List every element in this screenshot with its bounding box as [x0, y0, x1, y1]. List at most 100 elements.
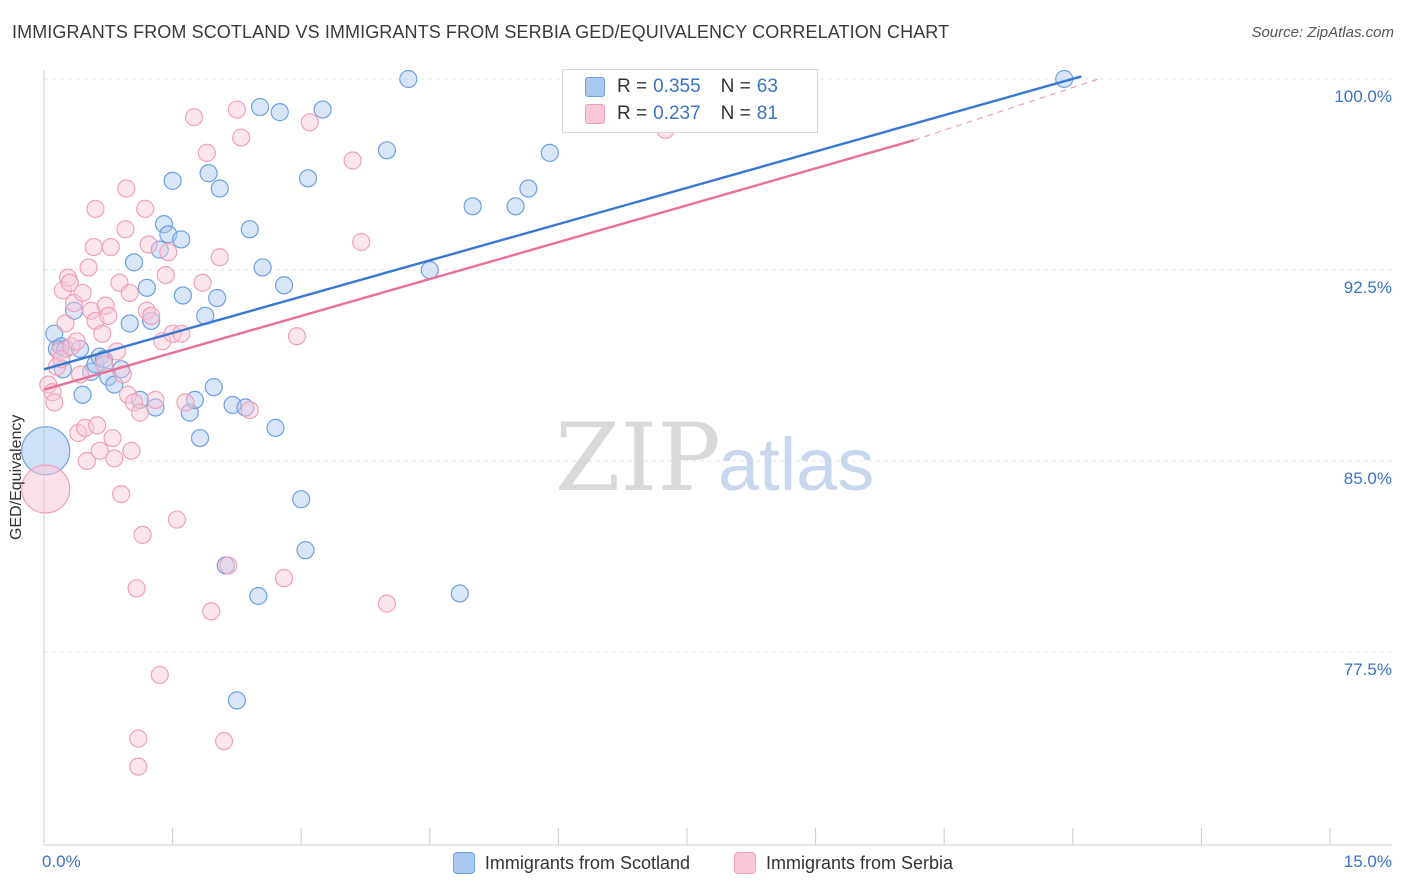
serbia-point — [90, 441, 109, 460]
serbia-point — [73, 283, 92, 303]
x-tick-label-max: 15.0% — [1343, 852, 1392, 871]
y-axis-label: GED/Equivalency — [8, 414, 25, 540]
scotland-point — [540, 143, 559, 162]
serbia-point — [122, 441, 141, 460]
serbia-point — [133, 525, 152, 544]
scotland-point — [292, 490, 311, 509]
serbia-point — [124, 393, 144, 412]
scotland-point — [227, 691, 246, 710]
serbia-point — [202, 602, 221, 621]
serbia-point — [150, 665, 169, 685]
scotland-point — [506, 197, 525, 216]
serbia-point — [79, 258, 98, 277]
y-tick-label-85: 85.0% — [1343, 469, 1392, 488]
scotland-point — [266, 418, 285, 437]
serbia-point — [56, 314, 75, 333]
serbia-point — [129, 757, 148, 776]
scotland-point — [163, 171, 182, 190]
source-credit: Source: ZipAtlas.com — [1251, 24, 1394, 41]
serbia-trend-extension — [914, 78, 1099, 141]
scotland-point — [199, 164, 218, 183]
serbia-point — [139, 235, 158, 254]
serbia-point — [352, 232, 371, 252]
legend-item-scotland[interactable]: Immigrants from Scotland — [452, 852, 690, 874]
serbia-point — [129, 729, 148, 748]
gridlines — [44, 78, 1392, 653]
r-value-scotland: 0.355 — [653, 76, 701, 97]
trend-lines — [43, 75, 1099, 391]
scotland-point — [313, 100, 332, 119]
scotland-point — [190, 428, 210, 448]
r-label: R = — [617, 103, 648, 124]
scotland-trend-line — [43, 75, 1082, 371]
scotland-point — [204, 378, 223, 397]
serbia-point — [88, 416, 107, 435]
serbia-point — [176, 393, 195, 412]
serbia-point — [300, 113, 319, 132]
serbia-point — [99, 306, 118, 325]
serbia-point — [343, 151, 362, 170]
r-value-serbia: 0.237 — [653, 103, 701, 124]
serbia-point — [101, 237, 120, 257]
y-tick-label-100: 100.0% — [1334, 87, 1392, 106]
serbia-point — [227, 100, 246, 119]
serbia-point — [210, 248, 229, 267]
serbia-point — [50, 342, 69, 361]
serbia-point — [67, 332, 86, 351]
serbia-point — [112, 485, 131, 504]
serbia-point — [232, 128, 251, 147]
serbia-point — [156, 265, 175, 285]
scotland-point — [120, 314, 139, 333]
n-value-serbia: 81 — [756, 103, 778, 124]
scotland-point — [519, 179, 538, 198]
legend-item-serbia[interactable]: Immigrants from Serbia — [734, 852, 953, 874]
serbia-point — [45, 393, 64, 412]
scotland-point — [240, 220, 259, 239]
serbia-point — [127, 579, 146, 598]
scotland-point — [73, 385, 92, 404]
scotland-point — [137, 278, 156, 297]
scotland-point — [210, 179, 229, 198]
serbia-point — [117, 179, 136, 198]
serbia-point — [219, 556, 238, 575]
scotland-point — [420, 260, 439, 280]
serbia-point — [377, 594, 397, 613]
scotland-point — [296, 541, 315, 560]
serbia-point — [136, 199, 155, 218]
serbia-point — [62, 337, 81, 356]
serbia-point — [105, 449, 124, 468]
serbia-point — [21, 464, 71, 514]
x-tick-label-min: 0.0% — [42, 852, 81, 871]
serbia-point — [103, 428, 122, 448]
serbia-point — [146, 390, 165, 409]
serbia-point — [77, 451, 96, 471]
serbia-point — [159, 243, 178, 262]
legend-label-scotland: Immigrants from Scotland — [484, 852, 690, 873]
serbia-legend-swatch — [734, 852, 756, 874]
serbia-point — [193, 273, 212, 292]
serbia-point — [93, 324, 112, 343]
scotland-point — [463, 197, 482, 216]
correlation-legend: R = 0.355 N = 63 R = 0.237 N = 81 — [562, 69, 818, 133]
scotland-point — [124, 253, 144, 272]
serbia-trend-line — [43, 138, 915, 391]
scotland-legend-swatch — [452, 852, 475, 874]
serbia-point — [214, 732, 234, 751]
chart-title: IMMIGRANTS FROM SCOTLAND VS IMMIGRANTS F… — [12, 22, 950, 42]
serbia-point — [130, 403, 150, 422]
serbia-point — [240, 400, 259, 420]
legend-label-serbia: Immigrants from Serbia — [766, 852, 954, 873]
scotland-point — [450, 584, 469, 603]
watermark-zip: ZIP — [555, 404, 721, 513]
serbia-point — [60, 273, 79, 292]
serbia-point — [142, 306, 161, 325]
scotland-point — [253, 258, 272, 277]
serbia-swatch — [585, 104, 605, 124]
scotland-point — [274, 276, 294, 295]
serbia-point — [197, 143, 216, 162]
serbia-point — [86, 199, 105, 218]
legend-row-scotland: R = 0.355 N = 63 — [585, 74, 778, 100]
n-label: N = — [720, 76, 751, 97]
scotland-point — [298, 169, 318, 188]
